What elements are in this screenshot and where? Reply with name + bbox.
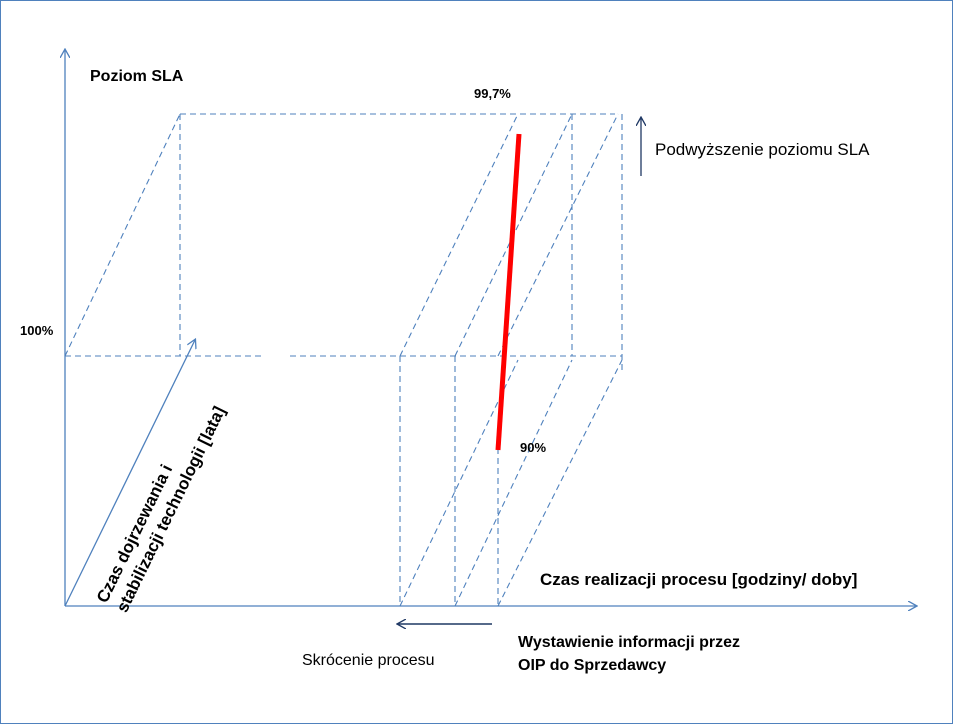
dashed-box bbox=[64, 113, 623, 607]
z-axis-line bbox=[64, 340, 195, 607]
event-label-line2: OIP do Sprzedawcy bbox=[518, 657, 667, 674]
level-90-label: 90% bbox=[520, 440, 547, 455]
level-100-label: 100% bbox=[20, 323, 54, 338]
sla-range-line bbox=[495, 133, 522, 451]
event-label-line1: Wystawienie informacji przez bbox=[518, 634, 740, 651]
x-axis-label: Czas realizacji procesu [godziny/ doby] bbox=[540, 570, 858, 589]
process-shortening-label: Skrócenie procesu bbox=[302, 652, 435, 669]
sla-increase-label: Podwyższenie poziomu SLA bbox=[655, 140, 870, 159]
level-997-label: 99,7% bbox=[474, 86, 511, 101]
y-axis-label: Poziom SLA bbox=[90, 68, 184, 85]
